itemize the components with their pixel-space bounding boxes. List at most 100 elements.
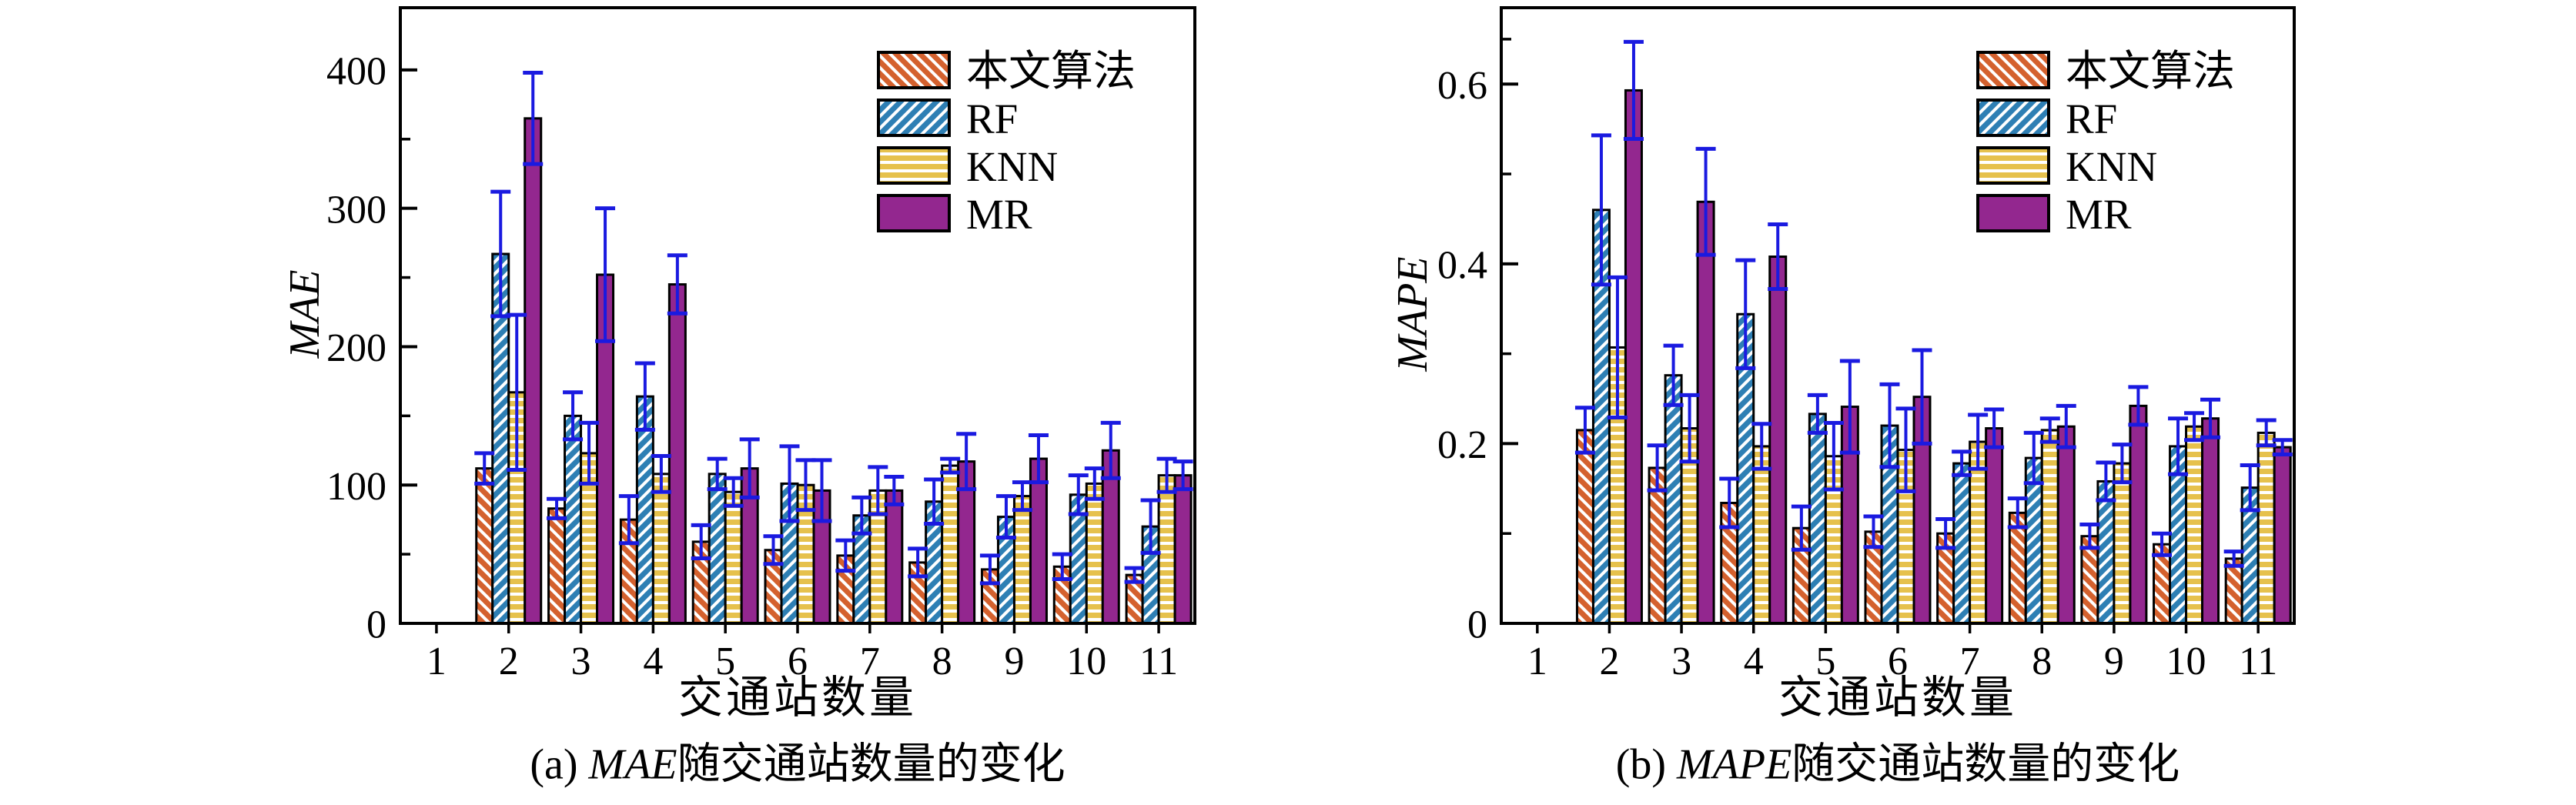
x-tick-label: 9: [2104, 640, 2124, 683]
legend-label-本文算法: 本文算法: [966, 48, 1136, 95]
caption-a-suffix: 随交通站数量的变化: [677, 740, 1066, 789]
bar-KNN-x11: [1157, 474, 1176, 625]
error-bar-KNN-x10: [2184, 411, 2205, 443]
error-bar-MR-x4: [1768, 222, 1788, 292]
error-bar-RF-x8: [924, 477, 945, 526]
y-tick-label: 400: [326, 50, 386, 94]
error-bar-本文算法-x6: [763, 534, 784, 566]
x-tick-label: 3: [571, 640, 591, 683]
error-bar-KNN-x2: [1607, 275, 1628, 420]
bar-MR-x2: [1624, 89, 1643, 625]
bar-MR-x4: [1768, 256, 1788, 625]
bar-KNN-x8: [941, 464, 960, 625]
error-bar-MR-x3: [595, 206, 616, 343]
bar-MR-x2: [524, 117, 543, 625]
error-bar-KNN-x11: [2256, 418, 2277, 448]
x-tick-label: 1: [1527, 640, 1547, 683]
legend-label-KNN: KNN: [966, 143, 1058, 190]
error-bar-本文算法-x4: [618, 494, 639, 546]
caption-b-metric: MAPE: [1677, 740, 1792, 789]
error-bar-本文算法-x9: [979, 553, 1000, 586]
axis-box: [1500, 6, 2296, 625]
x-tick-label: 3: [1671, 640, 1691, 683]
x-tick-label: 2: [1599, 640, 1619, 683]
panel-a: 0 100 200 300 400 1 2 3 4 5 6 7 8 9 10 11 本文算法 RF KNN MR MA…: [281, 6, 1196, 792]
bar-RF-x3: [1664, 374, 1683, 625]
error-bar-KNN-x5: [723, 476, 744, 508]
error-bar-KNN-x10: [1084, 466, 1105, 501]
error-bar-KNN-x8: [940, 456, 961, 475]
error-bar-本文算法-x3: [1647, 443, 1668, 493]
x-axis-label-b: 交通站数量: [1778, 673, 2018, 723]
error-bar-RF-x10: [1068, 473, 1089, 516]
legend-label-MR: MR: [2066, 191, 2132, 238]
bar-KNN-x8: [2040, 429, 2059, 625]
error-bar-KNN-x4: [651, 453, 671, 494]
y-tick-label: 0: [1467, 603, 1487, 647]
bar-本文算法-x2: [475, 467, 494, 625]
error-bar-MR-x8: [956, 432, 977, 492]
legend-swatch-本文算法: [877, 51, 951, 89]
error-bar-MR-x9: [2128, 385, 2149, 427]
error-bar-本文算法-x8: [908, 546, 928, 579]
bar-MR-x9: [2129, 404, 2148, 625]
bar-RF-x5: [708, 473, 727, 625]
error-bar-MR-x7: [1984, 407, 2005, 449]
error-bar-KNN-x3: [1679, 392, 1700, 464]
bar-RF-x3: [564, 414, 583, 625]
bar-KNN-x4: [651, 473, 671, 625]
error-bar-MR-x2: [523, 70, 544, 166]
caption-b-suffix: 随交通站数量的变化: [1791, 740, 2180, 789]
bar-MR-x3: [1696, 200, 1715, 625]
x-tick-label: 7: [1960, 640, 1980, 683]
bar-本文算法-x8: [2008, 511, 2027, 625]
caption-a: (a) MAE随交通站数量的变化: [530, 730, 1065, 792]
legend-label-本文算法: 本文算法: [2066, 48, 2235, 95]
y-tick-label: 0.4: [1437, 244, 1487, 288]
legend-swatch-本文算法: [1976, 51, 2050, 89]
error-bar-MR-x9: [1028, 433, 1049, 485]
bar-本文算法-x11: [2224, 557, 2243, 625]
error-bar-MR-x4: [667, 253, 687, 316]
error-bar-RF-x5: [707, 456, 728, 492]
error-bar-MR-x6: [811, 458, 832, 523]
error-bar-KNN-x8: [2039, 416, 2060, 444]
legend-swatch-MR: [1976, 194, 2050, 232]
error-bar-MR-x11: [1173, 459, 1193, 492]
error-bar-MR-x10: [2200, 397, 2221, 439]
bar-RF-x5: [1808, 413, 1827, 625]
error-bar-本文算法-x2: [1574, 406, 1595, 455]
legend-swatch-RF: [877, 99, 951, 137]
error-bar-本文算法-x8: [2007, 496, 2028, 529]
legend-swatch-KNN: [877, 146, 951, 185]
x-tick-label: 5: [715, 640, 735, 683]
bar-KNN-x9: [1012, 495, 1032, 625]
bar-MR-x8: [2056, 425, 2076, 625]
x-tick-label: 10: [2166, 640, 2206, 683]
error-bar-KNN-x9: [2112, 443, 2133, 485]
error-bar-RF-x4: [634, 361, 655, 432]
bar-MR-x7: [1985, 427, 2004, 625]
error-bar-MR-x2: [1623, 39, 1644, 142]
error-bar-KNN-x6: [1895, 406, 1916, 493]
error-bar-MR-x5: [739, 437, 760, 499]
y-axis-label-mape: MAPE: [1389, 256, 1437, 372]
panel-b: 0 0.2 0.4 0.6 1 2 3 4 5 6 7 8 9 10 11 本文算法 RF KNN MR MAPE …: [1288, 0, 2576, 805]
error-bar-RF-x3: [1663, 343, 1684, 407]
error-bar-KNN-x5: [1823, 421, 1844, 492]
y-tick-label: 100: [326, 465, 386, 509]
error-bar-RF-x7: [1952, 449, 1972, 477]
y-tick-label: 0.2: [1437, 423, 1487, 467]
error-bar-RF-x7: [851, 495, 872, 536]
error-bar-本文算法-x10: [2152, 531, 2173, 557]
bar-KNN-x5: [724, 490, 743, 625]
x-tick-label: 4: [1744, 640, 1764, 683]
error-bar-本文算法-x11: [1124, 566, 1145, 584]
legend-swatch-RF: [1976, 99, 2050, 137]
y-tick-label: 200: [326, 326, 386, 370]
x-tick-label: 6: [788, 640, 808, 683]
error-bar-RF-x11: [2240, 463, 2260, 513]
error-bar-本文算法-x5: [691, 523, 711, 561]
